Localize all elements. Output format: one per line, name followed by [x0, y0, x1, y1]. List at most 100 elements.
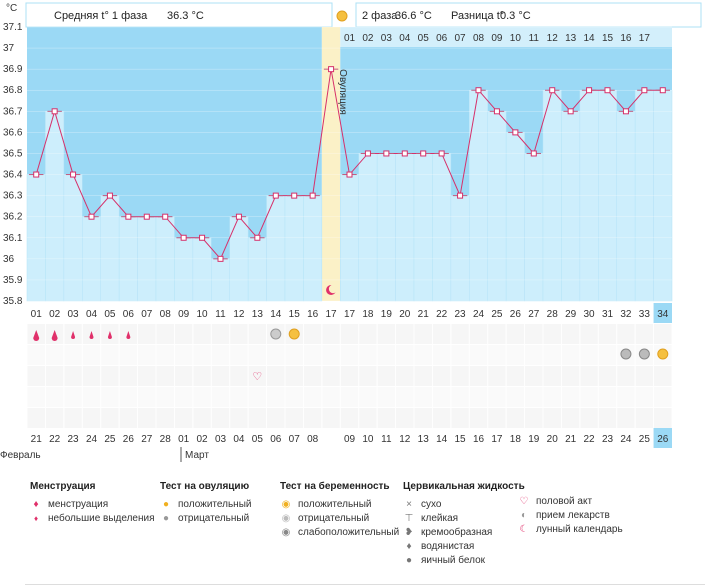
day-cell	[100, 303, 120, 323]
temperature-point	[51, 108, 58, 115]
phase2-day-label: 15	[602, 33, 614, 44]
y-tick-label: 36.9	[3, 64, 23, 75]
temperature-point	[659, 87, 666, 94]
cycle-day-label: 14	[270, 309, 282, 320]
date-label: 16	[473, 434, 485, 445]
day-cell	[45, 303, 64, 323]
date-label: 28	[160, 434, 172, 445]
pregnancy-negative-icon: ◉	[281, 513, 291, 524]
menstruation-icon	[33, 330, 40, 341]
cycle-day-label: 16	[307, 309, 319, 320]
cycle-day-label: 24	[473, 309, 485, 320]
cycle-day-label: 34	[657, 309, 669, 320]
day-cell	[598, 303, 617, 323]
temperature-point	[346, 171, 353, 178]
cycle-day-label: 31	[602, 309, 614, 320]
temperature-point	[622, 108, 629, 115]
temperature-point	[70, 171, 77, 178]
y-tick-label: 36.7	[3, 106, 23, 117]
temperature-point	[143, 213, 150, 220]
pregnancy-positive-icon: ◉	[281, 499, 291, 510]
temperature-bar	[45, 111, 65, 302]
date-label: 12	[399, 434, 411, 445]
day-cell	[156, 303, 175, 323]
day-cell	[27, 303, 46, 323]
pregnancy-weak-icon	[638, 348, 650, 360]
day-cell	[450, 303, 470, 323]
day-cell	[543, 303, 562, 323]
legend-item: положительный	[178, 499, 252, 510]
date-label: 22	[584, 434, 596, 445]
temperature-bar	[192, 237, 212, 302]
temperature-bar	[376, 153, 396, 302]
legend-ovulation-test: Тест на овуляцию ● положительный ● отрицат…	[160, 481, 251, 526]
heart-icon: ♡	[252, 371, 262, 383]
legend-title: Цервикальная жидкость	[403, 481, 525, 492]
date-label: 04	[233, 434, 245, 445]
date-label: 21	[565, 434, 577, 445]
day-cell	[524, 303, 543, 323]
date-label: 11	[381, 434, 392, 445]
y-tick-label: 36.3	[3, 191, 23, 202]
cycle-day-label: 05	[104, 309, 116, 320]
phase2-day-label: 04	[399, 33, 411, 44]
legend-item: половой акт	[536, 496, 593, 507]
day-cell	[432, 303, 451, 323]
phase2-day-label: 05	[418, 33, 430, 44]
phase2-day-label: 02	[362, 33, 374, 44]
phase1-header	[25, 2, 333, 28]
cycle-day-label: 15	[289, 309, 301, 320]
cycle-day-label: 21	[418, 309, 430, 320]
temperature-bar	[358, 153, 378, 302]
temperature-bar	[450, 195, 470, 302]
cycle-day-label: 12	[233, 309, 245, 320]
cycle-day-label: 03	[68, 309, 80, 320]
day-cell	[414, 303, 433, 323]
temperature-point	[88, 213, 95, 220]
date-label: 24	[86, 434, 98, 445]
phase2-day-label: 08	[473, 33, 485, 44]
marker-row	[27, 324, 672, 344]
temperature-point	[383, 150, 390, 157]
drop-light-icon: ♦	[33, 514, 39, 523]
diff-title: Разница t°	[451, 10, 504, 22]
temperature-bar	[247, 237, 267, 302]
temperature-point	[254, 234, 261, 241]
marker-row	[27, 408, 672, 428]
day-cell	[285, 303, 304, 323]
temperature-bar	[524, 153, 544, 302]
cycle-day-label: 06	[123, 309, 135, 320]
current-date-cell	[653, 428, 672, 448]
temperature-bar	[432, 153, 452, 302]
temperature-bar	[395, 153, 415, 302]
legend-item: лунный календарь	[536, 524, 623, 535]
light-discharge-icon	[89, 331, 94, 339]
temperature-point	[235, 213, 242, 220]
unit-label: °C	[6, 3, 17, 14]
legend-cervical: Цервикальная жидкость × сухо ⊤ клейкая ❥ кр…	[403, 481, 525, 568]
cycle-day-label: 23	[455, 309, 467, 320]
temperature-point	[438, 150, 445, 157]
date-label: 09	[344, 434, 356, 445]
legend-item: отрицательный	[298, 513, 370, 524]
temperature-point	[199, 234, 206, 241]
pregnancy-weak-icon	[620, 348, 632, 360]
cycle-day-label: 13	[252, 309, 264, 320]
pill-icon: ◐	[520, 510, 528, 521]
cycle-day-label: 07	[141, 309, 153, 320]
day-cell	[395, 303, 414, 323]
light-discharge-icon	[107, 331, 112, 339]
ovulation-sun-icon	[336, 10, 348, 22]
temperature-point	[291, 192, 298, 199]
date-label: 13	[418, 434, 430, 445]
cycle-day-label: 27	[528, 309, 540, 320]
phase2-day-label: 01	[344, 33, 356, 44]
date-label: 03	[215, 434, 227, 445]
cycle-day-label: 32	[620, 309, 632, 320]
temperature-bar	[284, 195, 304, 302]
cycle-day-label: 10	[197, 309, 209, 320]
day-cell	[266, 303, 285, 323]
creamy-icon: ❥	[404, 527, 414, 538]
date-label: 23	[602, 434, 614, 445]
temperature-point	[641, 87, 648, 94]
